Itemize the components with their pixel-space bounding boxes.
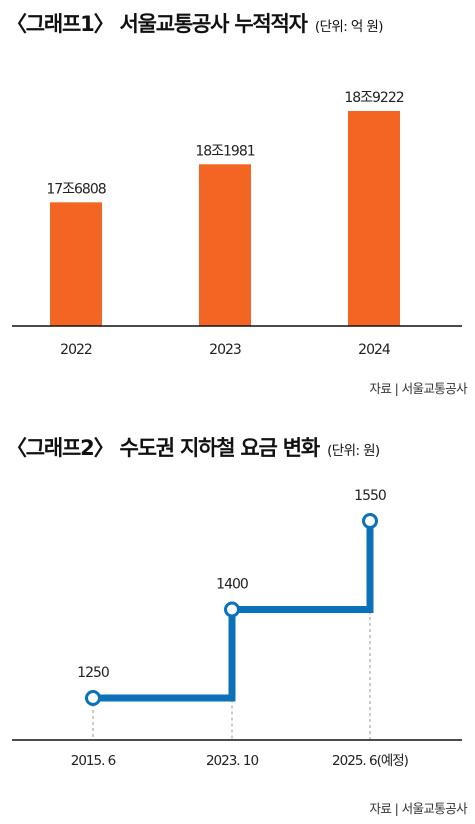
bar-value-label-2022: 17조6808 [46,181,105,197]
data-point-2 [362,513,378,529]
point-value-label-0: 1250 [77,665,109,681]
x-tick-label-1: 2023. 10 [206,753,259,769]
x-tick-label-2: 2025. 6(예정) [332,753,409,769]
chart1-source: 자료 | 서울교통공사 [369,381,467,396]
bar-2024 [348,111,400,326]
chart1-title: 〈그래프1〉 서울교통공사 누적적자 (단위: 억 원) [6,8,383,38]
x-tick-label-2024: 2024 [358,342,391,358]
chart2-title-text: 〈그래프2〉 수도권 지하철 요금 변화 [6,436,320,460]
bar-value-label-2023: 18조1981 [195,143,254,159]
data-point-0 [85,690,101,706]
x-tick-label-2022: 2022 [60,342,92,358]
chart1-unit: (단위: 억 원) [314,19,384,35]
chart1-plot: 17조6808 2022 18조1981 2023 18조9222 2024 [12,90,462,358]
bar-value-label-2024: 18조9222 [344,90,403,106]
chart2-title: 〈그래프2〉 수도권 지하철 요금 변화 (단위: 원) [6,432,380,462]
bar-2022 [50,202,102,326]
x-tick-label-0: 2015. 6 [71,753,116,769]
bar-2023 [199,164,251,326]
chart2-unit: (단위: 원) [327,443,380,459]
chart1-title-text: 〈그래프1〉 서울교통공사 누적적자 [6,12,308,36]
x-tick-label-2023: 2023 [209,342,241,358]
point-value-label-1: 1400 [216,577,248,593]
point-value-label-2: 1550 [354,488,386,504]
chart2-source: 자료 | 서울교통공사 [369,801,467,816]
data-point-1 [224,601,240,618]
